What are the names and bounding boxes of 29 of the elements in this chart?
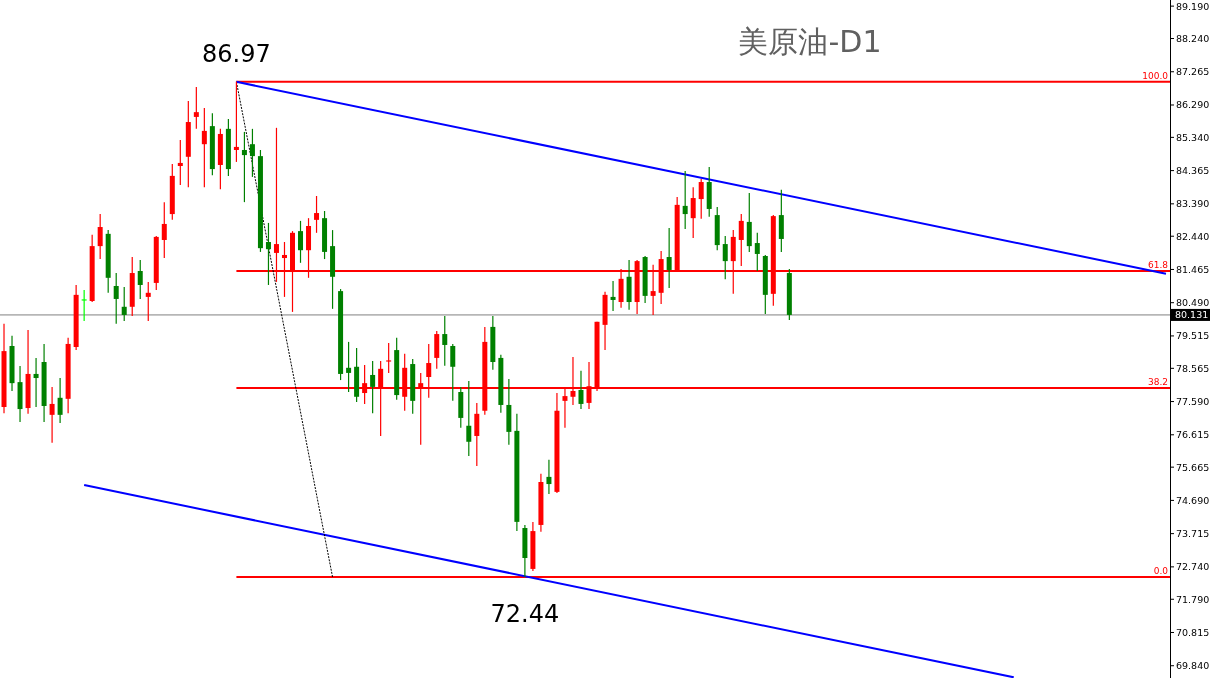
y-tick-label: 88.240 (1176, 33, 1210, 45)
y-tick-label: 79.515 (1176, 330, 1210, 342)
annotation: 61.8 (1147, 260, 1169, 270)
y-tick-label: 70.815 (1176, 626, 1210, 638)
y-tick-label: 83.390 (1176, 198, 1210, 210)
ref-line-label: 80.131 (1175, 309, 1209, 321)
y-tick-label: 87.265 (1176, 66, 1210, 78)
annotation: 100.0 (1142, 70, 1169, 81)
y-tick-label: 77.590 (1176, 396, 1210, 408)
y-tick-label: 69.840 (1176, 660, 1210, 672)
y-tick-label: 71.790 (1176, 593, 1210, 605)
y-tick-label: 84.365 (1176, 165, 1210, 177)
text: 美原油-D1 (738, 24, 882, 59)
y-tick-label: 78.565 (1176, 362, 1210, 374)
y-tick-label: 74.690 (1176, 494, 1210, 506)
y-tick-label: 73.715 (1176, 528, 1210, 540)
y-tick-label: 80.490 (1176, 297, 1210, 309)
y-tick-label: 75.665 (1176, 461, 1210, 473)
annotation: 0.0 (1153, 566, 1169, 577)
annotation: 38.2 (1147, 376, 1168, 387)
y-tick-label: 76.615 (1176, 429, 1210, 441)
y-tick-label: 82.440 (1176, 230, 1210, 242)
annotation: 72.44 (490, 600, 560, 629)
y-tick-label: 85.340 (1176, 131, 1210, 143)
y-tick-label: 72.740 (1176, 561, 1210, 573)
annotation: 86.97 (202, 39, 271, 68)
y-tick-label: 81.465 (1176, 263, 1210, 275)
y-tick-label: 89.190 (1176, 0, 1210, 12)
y-tick-label: 86.290 (1176, 99, 1210, 111)
